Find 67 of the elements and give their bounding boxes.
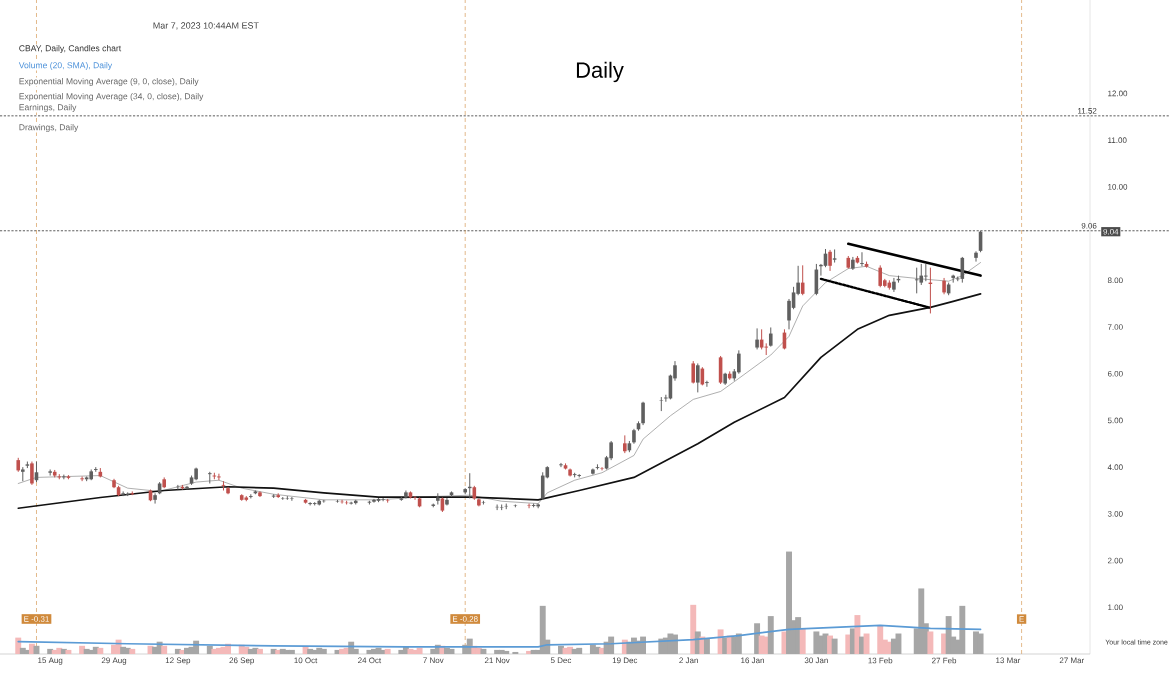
bar (767, 616, 774, 654)
bar (503, 650, 510, 654)
bar (918, 588, 925, 654)
bar (831, 638, 838, 654)
bar (480, 648, 487, 654)
candlestick (372, 498, 376, 504)
bar (799, 628, 806, 654)
annotation: Exponential Moving Average (34, 0, close), Daily (19, 93, 204, 101)
candlestick (978, 230, 983, 253)
annotation: Exponential Moving Average (9, 0, close), Daily (19, 78, 199, 86)
bar (690, 604, 697, 654)
bar (129, 648, 136, 654)
bar (977, 633, 984, 654)
candlestick (919, 263, 924, 286)
candlestick (540, 471, 545, 501)
bar (97, 647, 104, 654)
candlestick (860, 251, 864, 267)
candlestick (914, 267, 919, 294)
candlestick (62, 474, 66, 480)
bar (576, 647, 583, 654)
candlestick (413, 495, 417, 501)
candlestick (695, 362, 700, 393)
candlestick (121, 490, 125, 497)
candlestick (755, 327, 759, 350)
bar (786, 551, 792, 654)
candlestick (718, 355, 723, 385)
candlestick (217, 473, 221, 481)
annotation: CBAY, Daily, Candles chart (19, 45, 122, 53)
bar (288, 649, 295, 654)
candlestick (878, 264, 883, 288)
candlestick (705, 380, 709, 388)
candlestick (659, 396, 664, 412)
candlestick (764, 342, 769, 356)
candlestick (559, 462, 563, 468)
annotation: Earnings, Daily (19, 104, 77, 112)
annotation: Drawings, Daily (19, 124, 79, 132)
candlestick (814, 263, 819, 296)
candlestick (828, 249, 832, 272)
candlestick (527, 503, 531, 509)
bar (320, 648, 327, 654)
candlestick (768, 326, 773, 348)
bar (927, 631, 934, 654)
bar (863, 633, 870, 654)
annotation: Volume (20, SMA), Daily (18, 62, 113, 70)
bar (703, 638, 710, 654)
bar (959, 605, 966, 654)
candlestick (691, 360, 696, 385)
candlestick (960, 256, 965, 284)
bar (384, 648, 391, 654)
bar (65, 649, 72, 654)
candlestick (381, 497, 385, 502)
candlestick (221, 480, 226, 491)
candlestick (290, 496, 294, 502)
bar (735, 633, 742, 654)
bar (416, 647, 423, 654)
bar (257, 648, 263, 654)
text: Daily (576, 61, 624, 83)
candlestick (80, 475, 84, 482)
candlestick (832, 248, 837, 264)
candlestick (974, 250, 978, 263)
bar (161, 645, 168, 654)
candlestick (30, 461, 34, 486)
candlestick (641, 401, 645, 426)
bar (512, 651, 519, 654)
annotation: Mar 7, 2023 10:44AM EST (153, 22, 259, 30)
candlestick (153, 492, 157, 505)
candlestick (307, 501, 313, 506)
